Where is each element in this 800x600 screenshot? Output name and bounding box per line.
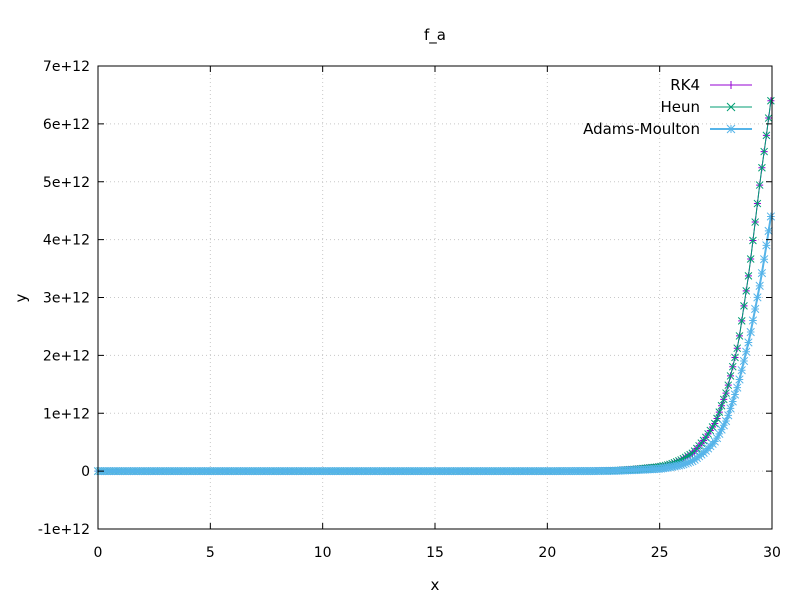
data-point bbox=[740, 302, 748, 310]
legend-label: Heun bbox=[660, 98, 700, 116]
series-line bbox=[98, 216, 772, 473]
data-point bbox=[762, 241, 771, 250]
data-point bbox=[735, 332, 744, 340]
x-tick-label: 10 bbox=[314, 545, 332, 561]
data-point bbox=[735, 375, 744, 384]
y-tick-label: 2e+12 bbox=[43, 348, 90, 364]
y-tick-label: 4e+12 bbox=[43, 233, 90, 249]
legend: RK4 Heun Adams-Moulton bbox=[583, 76, 752, 138]
data-point bbox=[701, 433, 710, 442]
chart-title: f_a bbox=[424, 26, 446, 45]
legend-marker bbox=[726, 102, 736, 112]
data-point bbox=[733, 383, 742, 392]
data-point bbox=[685, 457, 695, 467]
data-point bbox=[715, 429, 724, 439]
data-point bbox=[724, 381, 733, 390]
y-tick-label: 7e+12 bbox=[43, 59, 90, 75]
data-point bbox=[681, 459, 690, 468]
series-line bbox=[98, 100, 772, 472]
data-point bbox=[710, 437, 719, 446]
data-point bbox=[704, 430, 712, 438]
data-point bbox=[764, 114, 773, 122]
data-point bbox=[746, 327, 755, 337]
data-point bbox=[683, 458, 693, 467]
data-point bbox=[744, 271, 753, 280]
data-point bbox=[751, 218, 760, 226]
data-point bbox=[688, 456, 697, 466]
data-point bbox=[726, 372, 735, 380]
data-point bbox=[733, 344, 742, 353]
y-axis-label: y bbox=[12, 293, 30, 302]
x-tick-label: 0 bbox=[94, 545, 103, 561]
series-rk4 bbox=[94, 97, 775, 475]
data-point bbox=[742, 347, 751, 356]
data-point bbox=[759, 255, 769, 264]
series-adams-moulton bbox=[93, 212, 776, 476]
y-tick-label: -1e+12 bbox=[38, 522, 90, 538]
data-point bbox=[737, 366, 746, 375]
data-point bbox=[749, 236, 757, 245]
data-point bbox=[706, 426, 715, 435]
y-tick-label: 1e+12 bbox=[43, 406, 90, 422]
data-point bbox=[730, 390, 740, 399]
legend-label: RK4 bbox=[670, 76, 700, 94]
y-tick-label: 0 bbox=[81, 464, 90, 480]
data-point bbox=[728, 397, 737, 406]
data-point bbox=[719, 395, 728, 404]
data-point bbox=[762, 131, 771, 140]
data-point bbox=[751, 304, 760, 314]
data-point bbox=[677, 460, 686, 470]
legend-marker bbox=[727, 81, 735, 89]
grid-layer bbox=[98, 66, 772, 529]
data-point bbox=[764, 226, 773, 236]
x-tick-label: 15 bbox=[426, 545, 444, 561]
y-tick-label: 6e+12 bbox=[43, 117, 90, 133]
data-point bbox=[760, 147, 769, 156]
data-point bbox=[726, 404, 735, 413]
data-point bbox=[722, 389, 730, 397]
data-point bbox=[710, 419, 719, 428]
data-point bbox=[748, 316, 758, 325]
legend-marker bbox=[726, 124, 736, 134]
data-point bbox=[724, 411, 733, 420]
x-tick-label: 20 bbox=[538, 545, 556, 561]
data-point bbox=[742, 287, 751, 295]
series-layer bbox=[93, 96, 776, 476]
data-point bbox=[746, 255, 755, 263]
y-tick-label: 5e+12 bbox=[43, 175, 90, 191]
data-point bbox=[728, 362, 737, 371]
data-point bbox=[721, 416, 731, 426]
data-point bbox=[739, 356, 749, 366]
series-heun bbox=[94, 96, 775, 475]
data-point bbox=[755, 181, 764, 189]
data-point bbox=[755, 281, 764, 290]
data-point bbox=[758, 163, 766, 172]
y-tick-label: 3e+12 bbox=[43, 291, 90, 307]
data-point bbox=[717, 425, 726, 434]
data-point bbox=[767, 96, 775, 105]
x-axis-label: x bbox=[431, 576, 440, 594]
data-point bbox=[708, 423, 717, 431]
data-point bbox=[713, 414, 721, 423]
x-tick-label: 30 bbox=[763, 545, 781, 561]
data-point bbox=[737, 317, 746, 325]
x-tick-label: 25 bbox=[651, 545, 669, 561]
data-point bbox=[731, 353, 739, 362]
x-tick-label: 5 bbox=[206, 545, 215, 561]
data-point bbox=[679, 460, 688, 469]
series-line bbox=[98, 100, 772, 472]
data-point bbox=[753, 199, 762, 208]
data-point bbox=[744, 338, 753, 347]
data-point bbox=[757, 268, 767, 278]
data-point bbox=[715, 408, 724, 416]
data-point bbox=[712, 433, 722, 443]
data-point bbox=[766, 212, 776, 221]
data-point bbox=[753, 293, 762, 302]
data-point bbox=[719, 421, 728, 430]
tick-layer: 0 5 10 15 20 25 30-1e+1201e+122e+123e+124e+125… bbox=[38, 59, 781, 561]
legend-label: Adams-Moulton bbox=[583, 120, 700, 138]
data-point bbox=[717, 401, 726, 410]
